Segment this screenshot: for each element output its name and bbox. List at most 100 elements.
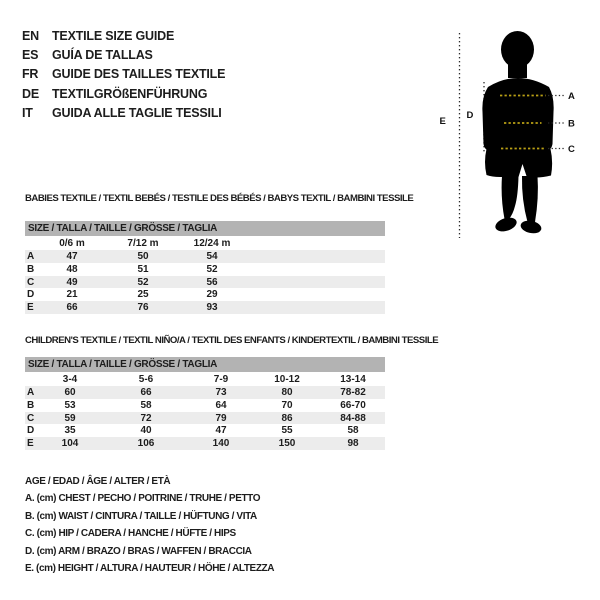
table-cell: 59 [64,412,76,424]
babies-section-title: BABIES TEXTILE / TEXTIL BEBÉS / TESTILE … [25,193,414,204]
table-cell: 66 [140,387,152,398]
table-header-row: 0/6 m 7/12 m 12/24 m [25,237,385,250]
babies-table-header: 0/6 m 7/12 m 12/24 m [25,237,385,250]
table-row: B 53 58 64 70 66-70 [25,399,385,412]
babies-table: A 47 50 54 B 48 51 52 C 49 52 56 D 21 25… [25,250,385,314]
column-header: 13-14 [340,374,366,385]
language-code: FR [22,67,39,82]
marker-label-arm: D [467,110,474,121]
table-cell: 66 [66,302,78,314]
column-header: 5-6 [138,374,154,385]
language-code: EN [22,29,39,43]
children-table-header: 3-4 5-6 7-9 10-12 13-14 [25,373,385,386]
column-header: 0/6 m [59,238,85,249]
marker-label-height: E [440,116,446,127]
table-cell: 76 [137,302,149,314]
table-cell: 48 [66,263,78,275]
table-cell: 140 [212,438,230,450]
table-row: A 47 50 54 [25,250,385,263]
language-row-en: EN TEXTILE SIZE GUIDE [22,27,225,46]
table-cell: 80 [281,387,293,398]
table-cell: 54 [206,251,218,262]
column-header: 7-9 [213,374,229,385]
language-row-es: ES GUÍA DE TALLAS [22,46,225,65]
table-cell: 79 [215,412,227,424]
language-label: TEXTILE SIZE GUIDE [52,29,175,43]
language-row-de: DE TEXTILGRÖßENFÜHRUNG [22,85,225,104]
legend-height: E. (cm) HEIGHT / ALTURA / HAUTEUR / HÖHE… [25,562,275,574]
table-cell: 40 [140,425,152,437]
legend-chest: A. (cm) CHEST / PECHO / POITRINE / TRUHE… [25,493,261,505]
row-label: D [27,289,35,301]
column-header: 12/24 m [193,238,231,249]
table-cell: 150 [278,438,296,450]
table-cell: 72 [140,412,152,424]
row-label: E [27,302,34,314]
language-label: GUIDE DES TAILLES TEXTILE [52,67,226,82]
table-row: E 66 76 93 [25,301,385,314]
table-cell: 47 [66,251,78,262]
legend-arm: D. (cm) ARM / BRAZO / BRAS / WAFFEN / BR… [25,545,252,557]
table-cell: 73 [215,387,227,398]
child-silhouette [482,31,554,234]
table-cell: 52 [206,263,218,275]
table-row: D 21 25 29 [25,288,385,301]
child-silhouette-figure: A B C D E [440,31,575,238]
language-label: GUIDA ALLE TAGLIE TESSILI [52,105,222,120]
language-code: IT [22,105,33,120]
table-cell: 21 [66,289,78,301]
table-cell: 106 [137,438,155,450]
language-code: DE [22,86,39,101]
legend-waist: B. (cm) WAIST / CINTURA / TAILLE / HÜFTU… [25,510,257,522]
table-cell: 49 [66,276,78,288]
table-cell: 93 [206,302,218,314]
table-cell: 47 [215,425,227,437]
table-cell: 56 [206,276,218,288]
language-label: GUÍA DE TALLAS [52,48,153,63]
table-cell: 70 [281,399,293,411]
column-header: 3-4 [62,374,78,385]
column-header: 7/12 m [127,238,159,249]
table-cell: 25 [137,289,149,301]
row-label: B [27,399,35,411]
table-cell: 86 [281,412,293,424]
legend-age: AGE / EDAD / ÂGE / ALTER / ETÀ [25,476,171,487]
children-size-header-bar: SIZE / TALLA / TAILLE / GRÖSSE / TAGLIA [25,357,385,372]
row-label: E [27,438,34,450]
table-row: C 49 52 56 [25,275,385,289]
row-label: A [27,251,35,262]
marker-label-waist: B [568,119,575,130]
children-section-title: CHILDREN'S TEXTILE / TEXTIL NIÑO/A / TEX… [25,335,439,346]
table-cell: 66-70 [340,399,366,411]
table-row: D 35 40 47 55 58 [25,424,385,437]
table-cell: 58 [140,399,152,411]
language-code: ES [22,48,39,63]
table-cell: 78-82 [340,387,366,398]
legend-hip: C. (cm) HIP / CADERA / HANCHE / HÜFTE / … [25,528,236,540]
table-header-row: 3-4 5-6 7-9 10-12 13-14 [25,373,385,386]
table-cell: 60 [64,387,76,398]
row-label: C [27,412,35,424]
measurement-legend: AGE / EDAD / ÂGE / ALTER / ETÀ A. (cm) C… [25,473,274,577]
table-cell: 55 [281,425,293,437]
row-label: A [27,387,35,398]
table-cell: 104 [61,438,79,450]
table-cell: 52 [137,276,149,288]
children-table: A 60 66 73 80 78-82 B 53 58 64 70 66-70 … [25,386,385,450]
table-cell: 29 [206,289,218,301]
table-cell: 58 [347,425,359,437]
marker-label-hip: C [568,144,575,155]
table-row: E 104 106 140 150 98 [25,437,385,450]
table-row: A 60 66 73 80 78-82 [25,386,385,399]
row-label: C [27,276,35,288]
table-cell: 50 [137,251,149,262]
language-row-fr: FR GUIDE DES TAILLES TEXTILE [22,65,225,84]
table-row: C 59 72 79 86 84-88 [25,411,385,425]
marker-label-chest: A [568,91,575,102]
table-cell: 64 [215,399,227,411]
table-cell: 51 [137,263,149,275]
row-label: B [27,263,35,275]
table-cell: 53 [64,399,76,411]
language-row-it: IT GUIDA ALLE TAGLIE TESSILI [22,104,225,123]
